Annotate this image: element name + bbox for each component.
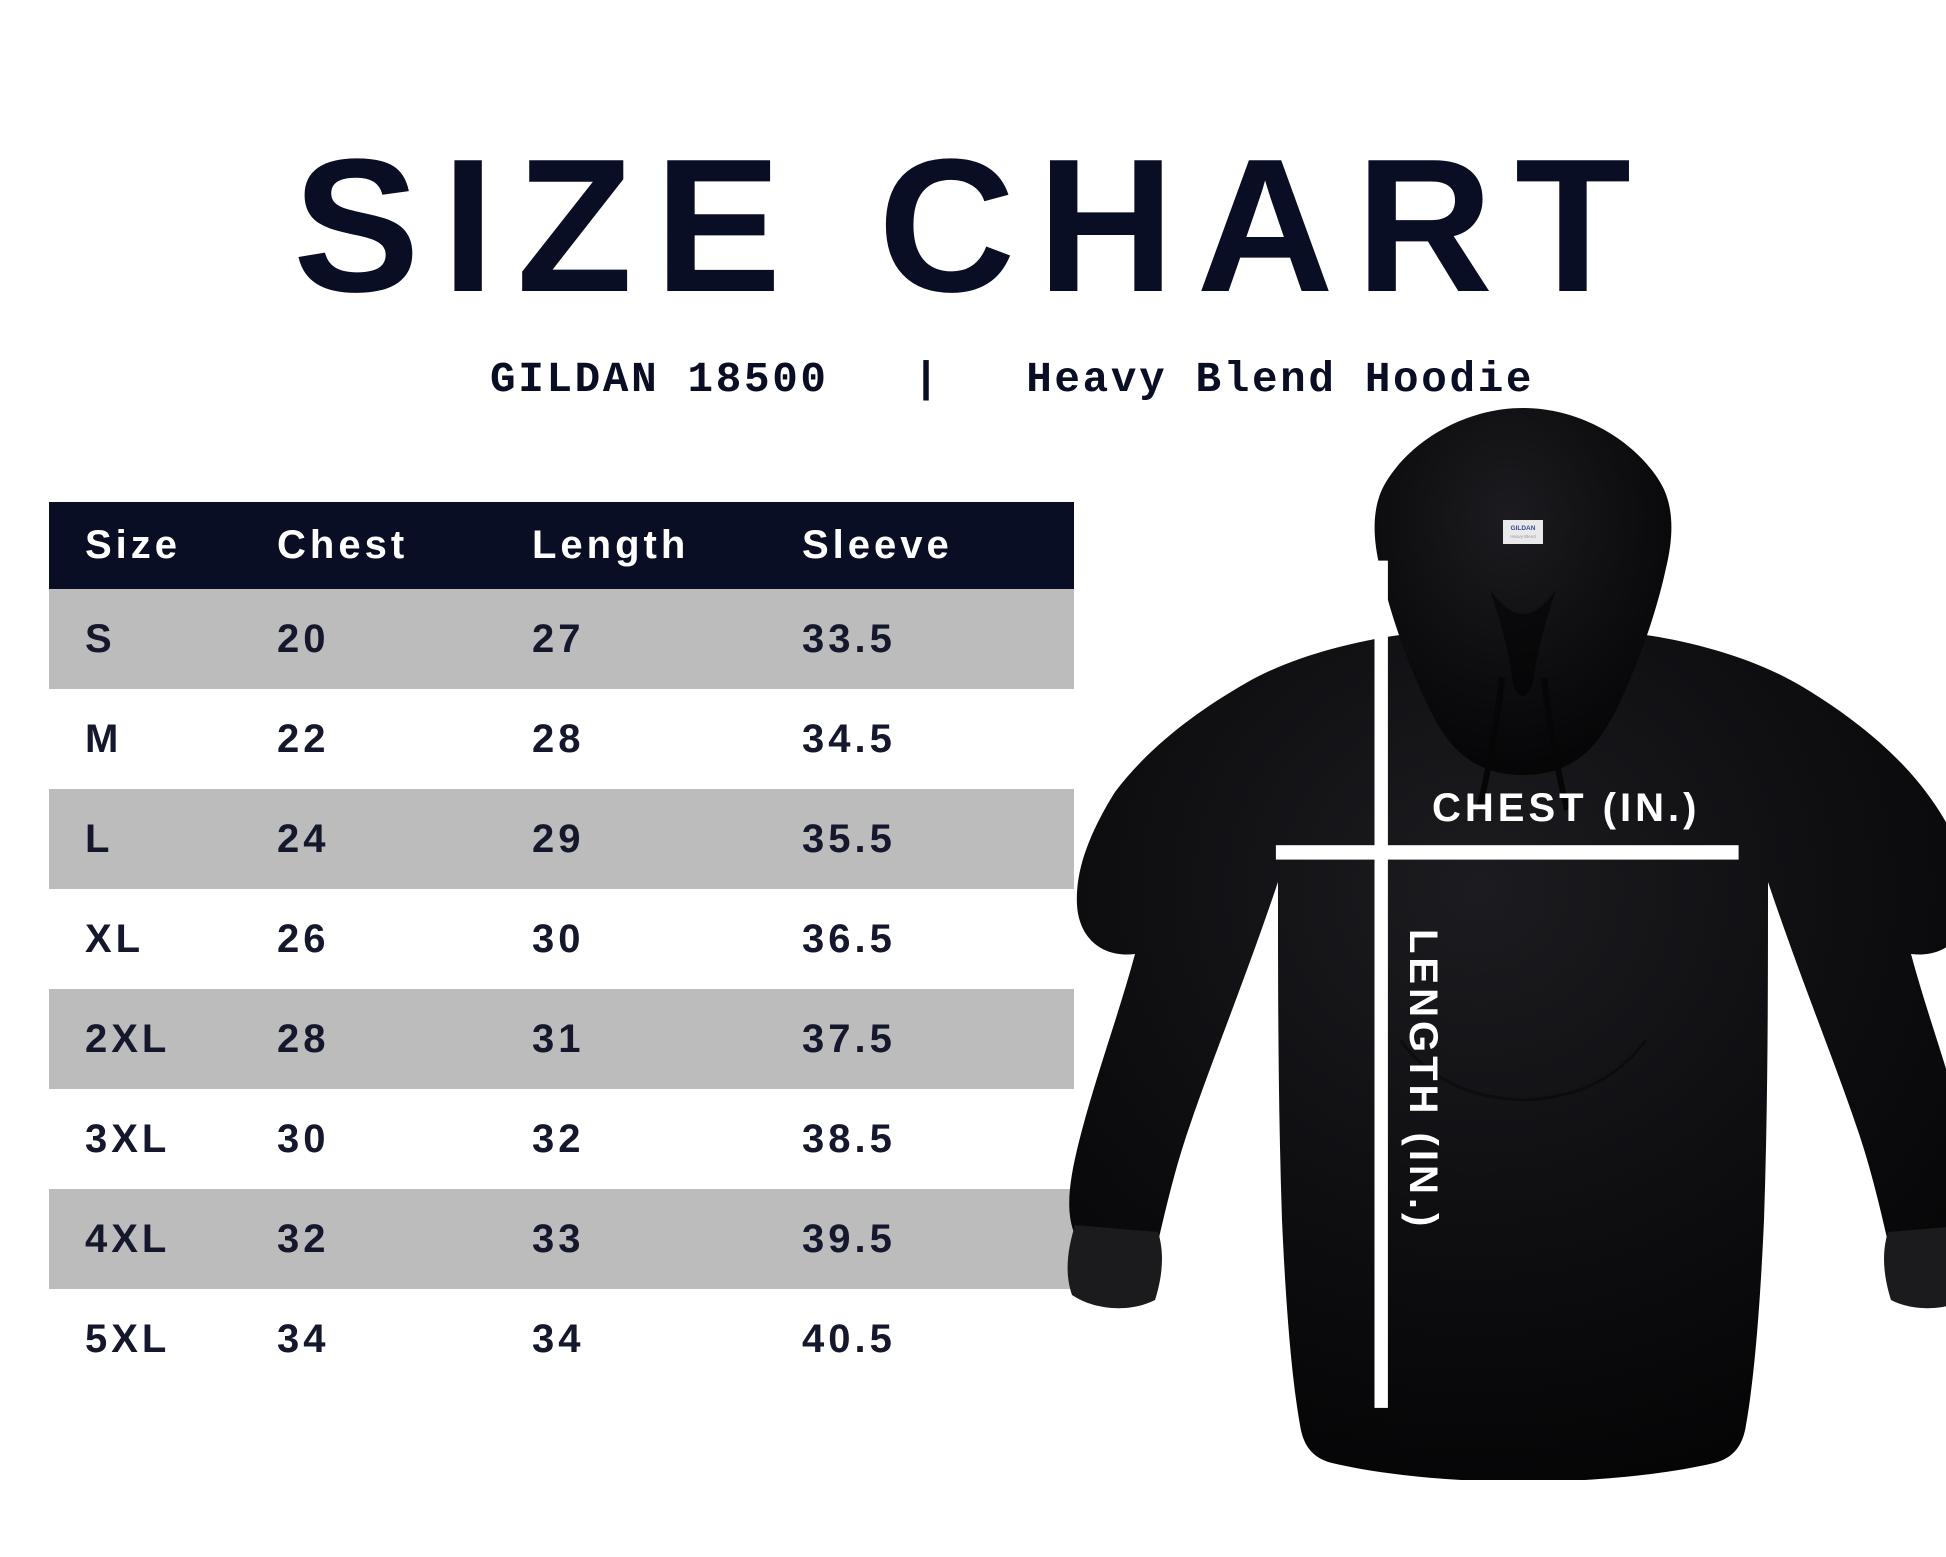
svg-text:Heavy Blend: Heavy Blend (1510, 534, 1536, 539)
svg-text:GILDAN: GILDAN (1511, 525, 1536, 532)
